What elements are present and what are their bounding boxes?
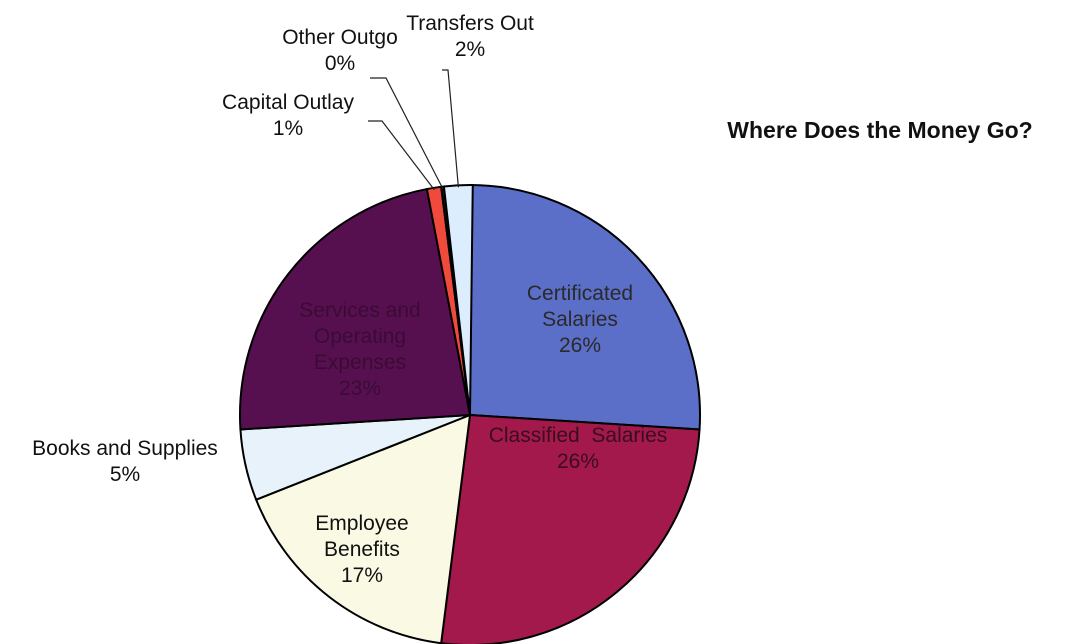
label-value: 23%: [339, 377, 381, 400]
label-books-and-supplies: Books and Supplies 5%: [32, 437, 218, 486]
label-classified-salaries: Classified Salaries 26%: [489, 424, 668, 473]
label-value: 17%: [341, 564, 383, 587]
label-name-line: Employee: [315, 512, 408, 535]
label-name-line: Books and Supplies: [32, 437, 218, 460]
label-employee-benefits: Employee Benefits 17%: [315, 512, 408, 587]
slice-services-and-operating-expenses: [239, 187, 472, 431]
label-name-line: Operating: [314, 325, 406, 348]
label-name-line: Transfers Out: [406, 12, 534, 35]
label-transfers-out: Transfers Out 2%: [406, 12, 534, 61]
label-name-line: Classified Salaries: [489, 424, 668, 447]
label-value: 0%: [325, 52, 355, 75]
label-name-line: Certificated: [527, 282, 633, 305]
leader-capital-outlay: [368, 120, 435, 191]
label-services-and-operating-expenses: Services and Operating Expenses 23%: [299, 299, 420, 400]
label-value: 26%: [557, 450, 599, 473]
slice-classified-salaries: [440, 413, 701, 644]
pie-slices: [239, 183, 701, 644]
slice-employee-benefits: [254, 413, 472, 644]
chart-title: Where Does the Money Go?: [727, 117, 1032, 143]
label-value: 5%: [110, 463, 140, 486]
label-name-line: Capital Outlay: [222, 91, 354, 114]
label-value: 1%: [273, 117, 303, 140]
slice-labels: Certificated Salaries 26%Classified Salari…: [32, 12, 667, 587]
label-name-line: Other Outgo: [282, 26, 398, 49]
leader-other-outgo: [370, 77, 444, 189]
label-capital-outlay: Capital Outlay 1%: [222, 91, 354, 140]
label-value: 26%: [559, 334, 601, 357]
label-certificated-salaries: Certificated Salaries 26%: [527, 282, 633, 357]
label-other-outgo: Other Outgo 0%: [282, 26, 398, 75]
label-name-line: Benefits: [324, 538, 400, 561]
leader-transfers-out: [442, 69, 459, 188]
label-value: 2%: [455, 38, 485, 61]
label-name-line: Expenses: [314, 351, 406, 374]
leader-lines: [368, 69, 459, 191]
label-name-line: Services and: [299, 299, 420, 322]
label-name-line: Salaries: [542, 308, 618, 331]
slice-certificated-salaries: [469, 183, 701, 431]
